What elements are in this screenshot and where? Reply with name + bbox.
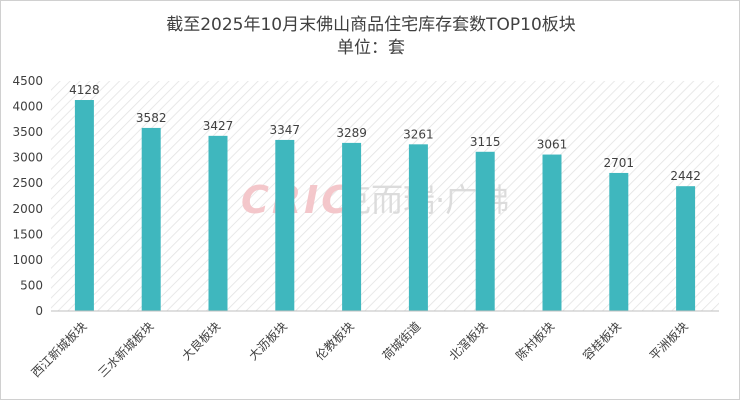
y-tick-label: 3500: [12, 125, 43, 139]
data-label: 3261: [403, 127, 434, 141]
y-tick-label: 2500: [12, 176, 43, 190]
data-label: 3061: [537, 138, 568, 152]
y-tick-label: 4500: [12, 74, 43, 88]
y-tick-label: 500: [20, 278, 43, 292]
x-tick-label: 平洲板块: [647, 319, 691, 363]
bar: [408, 144, 428, 311]
bar: [208, 135, 228, 311]
data-label: 3582: [136, 111, 167, 125]
bar: [475, 151, 495, 311]
x-tick-label: 北滘板块: [446, 319, 490, 363]
bar: [342, 142, 362, 311]
bar: [676, 186, 696, 311]
y-tick-label: 1500: [12, 227, 43, 241]
svg-text:CRIC: CRIC: [241, 178, 352, 222]
x-tick-label: 西江新城板块: [28, 319, 90, 381]
y-tick-label: 3000: [12, 151, 43, 165]
y-tick-label: 2000: [12, 202, 43, 216]
bar: [74, 100, 94, 311]
x-tick-label: 陈村板块: [513, 319, 558, 364]
data-label: 2442: [670, 169, 701, 183]
y-axis: 0 500 1000 1500 2000 2500 3000 3500 4000 4500: [12, 74, 43, 318]
bar: [609, 172, 629, 311]
y-tick-label: 4000: [12, 100, 43, 114]
plot-background: [51, 81, 719, 311]
data-label: 3289: [336, 126, 367, 140]
bars-group: [74, 100, 696, 311]
x-tick-label: 大良板块: [179, 319, 224, 364]
bar: [542, 154, 562, 311]
chart-title: 截至2025年10月末佛山商品住宅库存套数TOP10板块: [166, 15, 576, 35]
bar: [275, 139, 295, 311]
value-labels: 4128 3582 3427 3347 3289 3261 3115 3061 2701 2442: [69, 83, 701, 183]
data-label: 3427: [203, 119, 234, 133]
y-tick-label: 0: [35, 304, 43, 318]
x-tick-label: 三水新城板块: [95, 319, 157, 381]
x-tick-label: 荷城街道: [380, 319, 424, 363]
data-label: 3347: [270, 123, 301, 137]
data-label: 2701: [604, 156, 635, 170]
x-tick-label: 大沥板块: [246, 319, 290, 363]
y-tick-label: 1000: [12, 253, 43, 267]
data-label: 4128: [69, 83, 100, 97]
bar: [141, 127, 161, 311]
data-label: 3115: [470, 135, 501, 149]
x-tick-label: 容桂板块: [579, 319, 624, 364]
x-axis-labels: 西江新城板块 三水新城板块 大良板块 大沥板块 伦教板块 荷城街道 北滘板块 陈村板块 容桂板块…: [28, 319, 691, 381]
chart-subtitle: 单位：套: [337, 38, 405, 58]
x-tick-label: 伦教板块: [312, 319, 357, 364]
